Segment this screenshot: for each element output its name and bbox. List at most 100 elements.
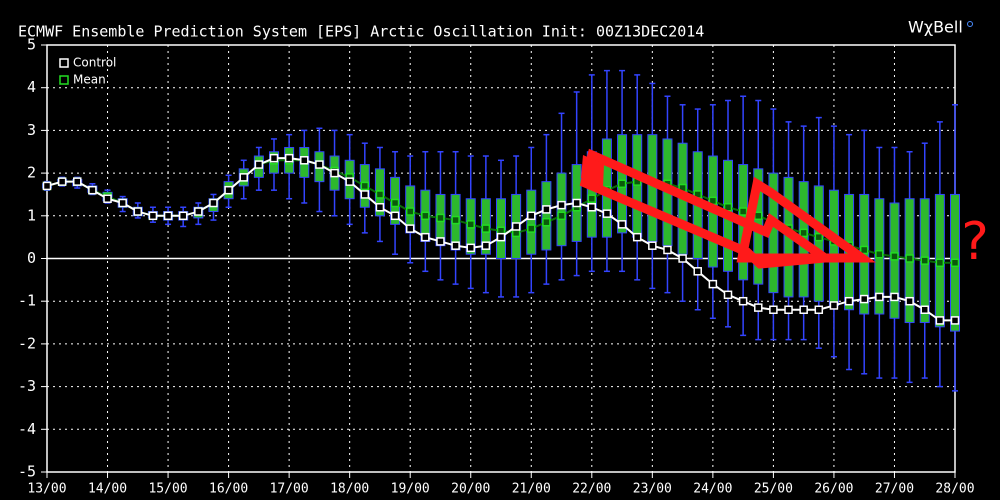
point (375, 203, 385, 212)
point (269, 153, 279, 163)
point (587, 194, 597, 203)
point (859, 245, 869, 255)
point (239, 173, 248, 182)
point (481, 224, 491, 233)
point (133, 207, 143, 216)
x-tick-label: 27/00 (875, 482, 914, 497)
point (905, 254, 914, 263)
point (542, 205, 551, 214)
point (890, 252, 899, 261)
point (784, 305, 793, 314)
x-tick-label: 18/00 (330, 482, 369, 497)
x-tick-label: 14/00 (88, 482, 127, 497)
point (421, 232, 430, 242)
point (103, 194, 112, 203)
x-tick-label: 28/00 (935, 482, 974, 497)
y-tick-label: -1 (18, 292, 36, 310)
point (300, 156, 309, 165)
point (42, 181, 52, 191)
point (542, 217, 551, 227)
point (678, 254, 687, 263)
point (178, 211, 188, 221)
point (436, 237, 445, 246)
point (390, 211, 400, 221)
point (148, 211, 158, 221)
point (118, 198, 127, 208)
point (617, 179, 627, 189)
y-tick-label: -2 (18, 334, 36, 352)
point (890, 292, 899, 302)
point (254, 160, 264, 169)
x-tick-label: 20/00 (451, 482, 490, 497)
x-tick-label: 19/00 (391, 482, 430, 497)
point (844, 296, 854, 306)
y-tick-label: 0 (27, 249, 36, 267)
point (224, 185, 233, 195)
point (73, 177, 82, 186)
legend-label: Control (73, 56, 116, 70)
point (405, 224, 415, 233)
x-tick-label: 17/00 (270, 482, 309, 497)
point (648, 241, 657, 250)
box (632, 134, 643, 238)
legend-label: Mean (73, 73, 106, 87)
point (209, 198, 218, 208)
point (950, 258, 960, 268)
point (436, 213, 445, 223)
x-tick-label: 25/00 (754, 482, 793, 497)
point (330, 168, 339, 178)
point (602, 209, 612, 218)
point (920, 256, 929, 265)
x-tick-label: 24/00 (693, 482, 732, 497)
point (557, 200, 566, 210)
y-tick-label: -4 (18, 420, 36, 438)
point (572, 198, 581, 208)
y-tick-label: 3 (27, 121, 36, 139)
point (405, 207, 415, 216)
point (814, 232, 824, 242)
x-tick-label: 16/00 (209, 482, 248, 497)
point (738, 296, 748, 306)
point (481, 241, 491, 250)
point (875, 249, 884, 259)
point (950, 316, 960, 325)
x-tick-label: 23/00 (633, 482, 672, 497)
point (345, 177, 354, 186)
point (194, 207, 203, 216)
point (451, 241, 460, 250)
point (527, 211, 536, 221)
point (511, 222, 521, 231)
chart-title: ECMWF Ensemble Prediction System [EPS] A… (18, 23, 704, 41)
point (360, 181, 370, 191)
point (935, 258, 945, 268)
point (754, 211, 763, 221)
point (663, 245, 672, 255)
annotation: ? (961, 212, 989, 272)
point (754, 303, 763, 312)
y-tick-label: 2 (27, 164, 36, 182)
box (526, 189, 537, 255)
point (390, 198, 400, 208)
point (708, 279, 718, 289)
point (360, 190, 370, 199)
box (813, 185, 824, 302)
y-tick-label: -5 (18, 463, 36, 481)
point (920, 305, 929, 314)
point (875, 292, 884, 302)
point (587, 203, 597, 212)
y-tick-label: 5 (27, 36, 36, 54)
point (814, 305, 824, 314)
legend-key (59, 75, 69, 85)
box (889, 202, 900, 319)
point (375, 190, 385, 199)
point (738, 207, 748, 216)
box (541, 181, 552, 251)
box (556, 172, 567, 247)
point (466, 243, 475, 253)
logo-dot (967, 21, 973, 27)
point (769, 305, 778, 314)
point (617, 220, 627, 229)
plot-area: -5 -4 -3 -2 -1 0 1 2 3 4 5 13/00 14/00 15/00 16/00 17/0… (18, 36, 975, 497)
